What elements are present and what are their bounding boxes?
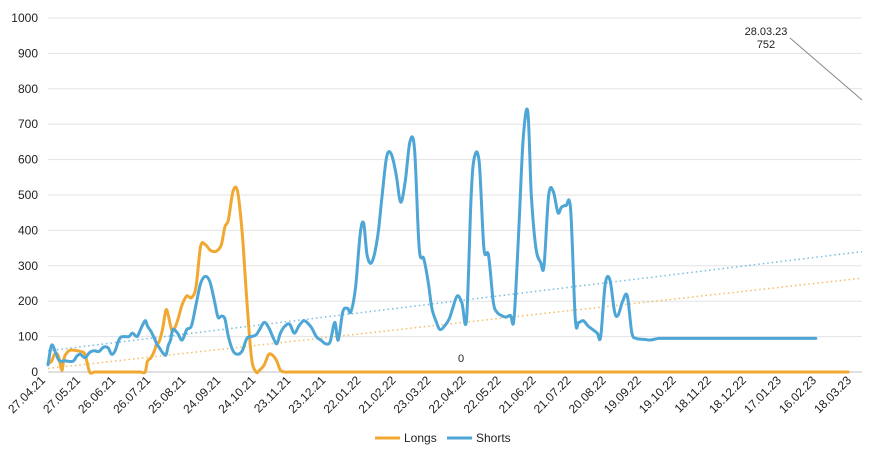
- x-tick-label: 27.05.21: [40, 373, 83, 416]
- x-tick-label: 24.10.21: [215, 373, 258, 416]
- annotations: 0 28.03.23 752: [458, 26, 863, 365]
- x-tick-label: 18.03.23: [811, 373, 854, 416]
- x-tick-label: 17.01.23: [741, 373, 784, 416]
- x-tick-label: 24.09.21: [180, 373, 223, 416]
- y-tick-label: 400: [18, 223, 38, 237]
- x-axis-ticks: 27.04.2127.05.2126.06.2126.07.2125.08.21…: [5, 373, 854, 416]
- y-tick-label: 500: [18, 188, 38, 202]
- x-tick-label: 22.01.22: [321, 373, 364, 416]
- x-tick-label: 23.12.21: [286, 373, 329, 416]
- x-tick-label: 27.04.21: [5, 373, 48, 416]
- y-axis-ticks: 0 100 200 300 400 500 600 700 800 900 1000: [11, 11, 38, 379]
- y-tick-label: 300: [18, 259, 38, 273]
- x-tick-label: 22.05.22: [461, 373, 504, 416]
- x-tick-label: 21.02.22: [356, 373, 399, 416]
- x-tick-label: 21.06.22: [496, 373, 539, 416]
- y-tick-label: 1000: [11, 11, 38, 25]
- x-tick-label: 22.04.22: [426, 373, 469, 416]
- x-tick-label: 21.07.22: [531, 373, 574, 416]
- x-tick-label: 26.07.21: [110, 373, 153, 416]
- callout-leader-line: [789, 37, 863, 101]
- y-tick-label: 600: [18, 153, 38, 167]
- x-tick-label: 20.08.22: [566, 373, 609, 416]
- series-lines: [46, 107, 850, 375]
- legend-label-shorts: Shorts: [476, 431, 511, 445]
- x-tick-label: 26.06.21: [75, 373, 118, 416]
- series-line-longs: [46, 185, 850, 375]
- legend: Longs Shorts: [375, 431, 511, 445]
- trendlines: [47, 250, 863, 370]
- series-line-shorts: [46, 107, 818, 367]
- y-tick-label: 800: [18, 82, 38, 96]
- y-tick-label: 100: [18, 330, 38, 344]
- callout-date: 28.03.23: [745, 26, 788, 38]
- trendline-longs: [47, 277, 863, 370]
- callout-value: 752: [757, 39, 775, 51]
- x-tick-label: 16.02.23: [776, 373, 819, 416]
- x-tick-label: 19.09.22: [601, 373, 644, 416]
- x-tick-label: 18.12.22: [706, 373, 749, 416]
- legend-label-longs: Longs: [404, 431, 437, 445]
- zero-annotation: 0: [458, 353, 464, 365]
- y-tick-label: 0: [31, 365, 38, 379]
- x-tick-label: 23.03.22: [391, 373, 434, 416]
- y-tick-label: 900: [18, 46, 38, 60]
- x-tick-label: 19.10.22: [636, 373, 679, 416]
- y-tick-label: 200: [18, 294, 38, 308]
- y-tick-label: 700: [18, 117, 38, 131]
- x-tick-label: 25.08.21: [145, 373, 188, 416]
